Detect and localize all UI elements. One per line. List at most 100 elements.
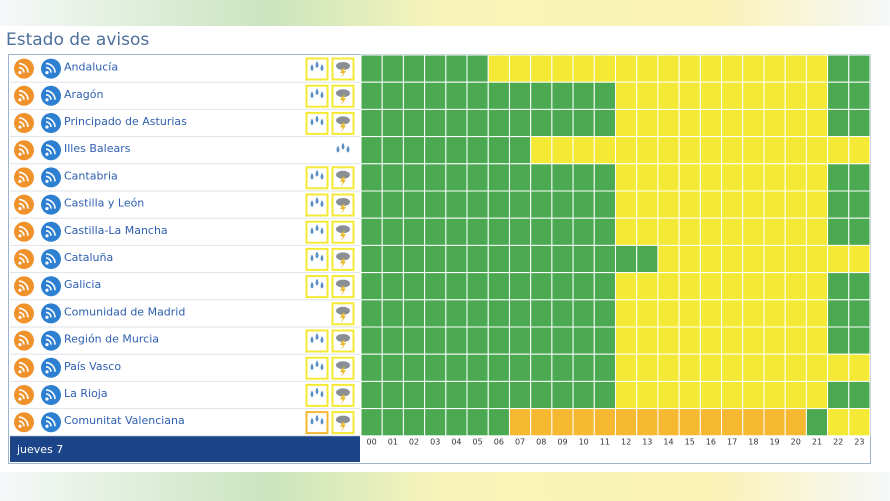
hour-cell (402, 299, 426, 328)
rss-dot (45, 424, 49, 428)
hour-cell (593, 136, 617, 165)
hour-cell (678, 326, 701, 355)
hour-cell (742, 163, 765, 192)
rss-icon[interactable] (14, 221, 34, 242)
rain-icon-box[interactable] (305, 383, 329, 407)
rss-icon[interactable] (14, 330, 34, 351)
rain-icon-box[interactable] (305, 111, 329, 135)
hour-cell (551, 217, 574, 246)
rain-icon-box[interactable] (305, 356, 329, 380)
rain-drop (320, 200, 324, 207)
region-name[interactable]: Aragón (64, 88, 104, 101)
rss-icon[interactable] (41, 221, 61, 242)
hour-cell (699, 326, 723, 355)
rain-icon-box[interactable] (305, 193, 329, 217)
hour-cell (678, 244, 701, 274)
rss-icon[interactable] (14, 58, 34, 79)
rss-icon[interactable] (41, 330, 61, 351)
rss-icon[interactable] (14, 357, 34, 378)
region-name[interactable]: Cantabria (64, 169, 118, 182)
rss-icon[interactable] (41, 167, 61, 188)
hour-cell (381, 163, 404, 192)
rss-icon[interactable] (14, 113, 34, 133)
rain-icon-box[interactable] (305, 411, 329, 435)
rss-icon[interactable] (41, 303, 61, 324)
rss-icon[interactable] (41, 249, 61, 269)
hour-cell (572, 408, 595, 437)
hour-cell (402, 54, 426, 83)
rain-icon-box[interactable] (305, 57, 329, 81)
rss-icon[interactable] (41, 85, 61, 106)
rain-icon-box[interactable] (305, 220, 329, 244)
hour-cell (805, 244, 829, 274)
rain-icon-box[interactable] (305, 275, 329, 299)
region-name[interactable]: La Rioja (64, 387, 108, 400)
region-name[interactable]: Principado de Asturias (64, 115, 187, 128)
rain-icon-box[interactable] (305, 166, 329, 190)
cloud (336, 170, 350, 179)
region-name[interactable]: País Vasco (64, 360, 121, 373)
rss-icon[interactable] (14, 140, 34, 161)
rss-arc (18, 334, 29, 345)
region-name[interactable]: Castilla y León (64, 197, 144, 210)
hour-cell (466, 54, 489, 83)
rss-icon[interactable] (41, 58, 61, 79)
rss-dot (18, 98, 22, 102)
region-name[interactable]: Región de Murcia (64, 333, 159, 346)
rss-icon[interactable] (41, 194, 61, 215)
hour-cell (636, 163, 659, 192)
hour-cell (784, 299, 807, 328)
region-name[interactable]: Castilla-La Mancha (64, 224, 168, 237)
hour-cell (678, 108, 701, 138)
hour-cell (551, 272, 574, 301)
rss-dot (45, 152, 49, 156)
region-name[interactable]: Illes Balears (64, 142, 131, 155)
rss-dot (45, 71, 49, 75)
rss-icon[interactable] (14, 167, 34, 188)
hour-cell (742, 299, 765, 328)
rss-dot (45, 343, 49, 347)
hour-cell (678, 408, 701, 437)
hour-cell (636, 136, 659, 165)
hour-cell (381, 217, 404, 246)
hour-cell (593, 299, 617, 328)
rss-icon[interactable] (41, 357, 61, 378)
rss-icon[interactable] (14, 412, 34, 433)
rain-icon-box[interactable] (305, 329, 329, 353)
region-name[interactable]: Galicia (64, 278, 101, 291)
rss-arc (45, 253, 56, 264)
rss-icon[interactable] (14, 276, 34, 297)
rss-icon[interactable] (14, 303, 34, 324)
rss-dot (18, 370, 22, 374)
rss-icon[interactable] (14, 85, 34, 106)
region-name[interactable]: Comunitat Valenciana (64, 414, 185, 427)
hour-cell (466, 272, 489, 301)
hour-cell (487, 163, 510, 192)
hour-cell (805, 54, 829, 83)
rss-arc (45, 90, 56, 100)
rain-icon-box[interactable] (305, 84, 329, 108)
rss-icon[interactable] (14, 194, 34, 215)
region-name[interactable]: Comunidad de Madrid (64, 305, 185, 318)
region-name[interactable]: Cataluña (64, 251, 113, 264)
hour-cell (487, 244, 510, 274)
rss-dot (45, 261, 49, 265)
rss-icon[interactable] (41, 412, 61, 433)
rss-icon[interactable] (41, 276, 61, 297)
rss-icon[interactable] (41, 113, 61, 133)
rss-arc (45, 338, 52, 345)
rss-icon[interactable] (14, 249, 34, 269)
rss-dot (18, 234, 22, 238)
hour-cell (381, 380, 404, 410)
rss-icon[interactable] (14, 385, 34, 405)
hour-cell (805, 299, 829, 328)
rain-icon-box[interactable] (331, 139, 355, 163)
hour-cell (615, 163, 638, 192)
rss-icon[interactable] (41, 140, 61, 161)
hour-cell (636, 54, 659, 83)
hour-cell (445, 108, 468, 138)
rain-icon-box[interactable] (305, 247, 329, 271)
rss-icon[interactable] (41, 385, 61, 405)
hour-cell (657, 326, 680, 355)
region-name[interactable]: Andalucía (64, 61, 118, 74)
